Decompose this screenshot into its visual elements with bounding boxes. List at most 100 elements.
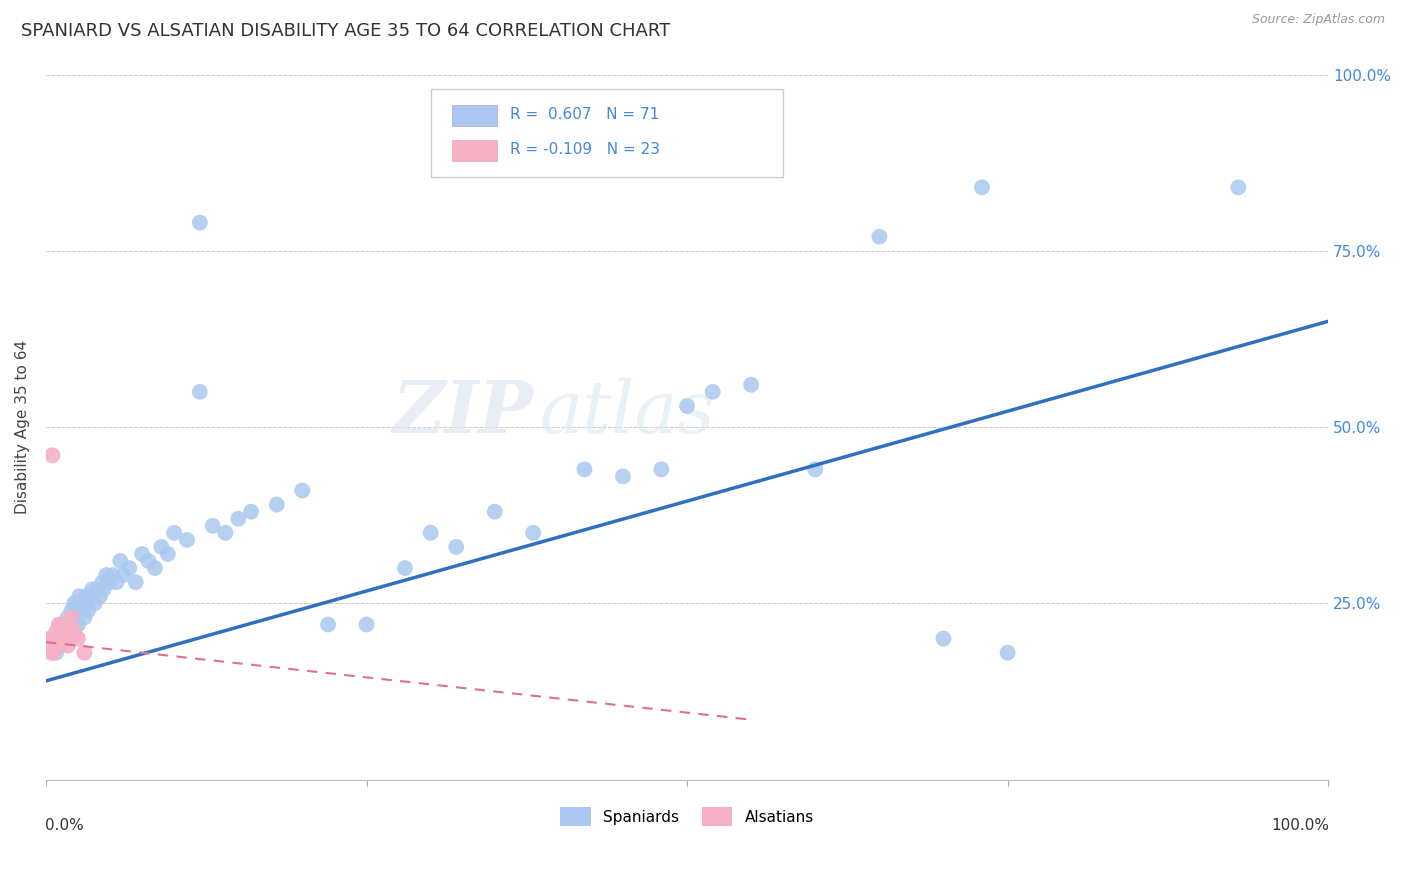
Point (316, 617, 339, 632)
Point (46, 639, 69, 653)
Point (73, 646, 96, 660)
Point (93, 582, 115, 597)
Point (82, 582, 104, 597)
Point (522, 525, 544, 540)
Point (574, 462, 596, 476)
Point (55, 632, 77, 646)
Point (240, 505, 263, 519)
Point (702, 384, 724, 399)
Point (394, 561, 416, 575)
Point (650, 462, 672, 476)
Point (53, 624, 76, 639)
Point (419, 525, 441, 540)
Point (96, 568, 118, 582)
Point (201, 518, 224, 533)
Point (266, 498, 288, 512)
Point (98, 575, 121, 590)
Point (48, 639, 70, 653)
Point (51, 617, 73, 632)
Point (58, 632, 80, 646)
Point (67, 589, 90, 603)
Point (45, 646, 67, 660)
Point (446, 540, 468, 554)
Point (63, 596, 86, 610)
Point (118, 561, 141, 575)
Text: Source: ZipAtlas.com: Source: ZipAtlas.com (1251, 13, 1385, 27)
FancyBboxPatch shape (453, 140, 498, 161)
Point (77, 603, 100, 617)
Point (91, 575, 114, 590)
FancyBboxPatch shape (453, 105, 498, 126)
Point (612, 469, 634, 483)
Text: R = -0.109   N = 23: R = -0.109 N = 23 (510, 142, 659, 157)
Point (1227, 180, 1250, 194)
Point (49, 632, 72, 646)
Point (188, 384, 211, 399)
Point (62, 624, 84, 639)
Point (65, 610, 87, 624)
Point (150, 540, 173, 554)
Point (39, 646, 62, 660)
Point (105, 575, 128, 590)
Point (38, 632, 60, 646)
Point (53, 624, 76, 639)
Point (69, 596, 91, 610)
Point (356, 617, 378, 632)
Point (125, 575, 148, 590)
Point (41, 448, 63, 462)
Point (76, 596, 98, 610)
Point (56, 639, 79, 653)
Point (66, 617, 89, 632)
Point (214, 525, 236, 540)
Point (143, 561, 166, 575)
Point (804, 462, 827, 476)
Text: 100.0%: 100.0% (1271, 818, 1330, 833)
FancyBboxPatch shape (430, 88, 783, 177)
Point (60, 603, 83, 617)
Point (932, 632, 955, 646)
Point (86, 582, 108, 597)
Text: ZIP: ZIP (392, 377, 533, 449)
Point (48, 617, 70, 632)
Point (89, 589, 111, 603)
Text: R =  0.607   N = 71: R = 0.607 N = 71 (510, 106, 659, 121)
Point (41, 632, 63, 646)
Point (111, 568, 134, 582)
Point (156, 547, 179, 561)
Point (138, 554, 160, 568)
Point (226, 512, 249, 526)
Point (80, 589, 103, 603)
Point (75, 589, 97, 603)
Point (66, 632, 89, 646)
Point (83, 596, 105, 610)
Point (45, 624, 67, 639)
Point (868, 229, 890, 244)
Point (188, 216, 211, 230)
Point (51, 624, 73, 639)
Point (997, 646, 1019, 660)
Point (970, 180, 993, 194)
Point (131, 547, 153, 561)
Point (101, 568, 124, 582)
Point (59, 617, 82, 632)
Text: atlas: atlas (540, 377, 716, 449)
Point (44, 632, 66, 646)
Point (52, 632, 75, 646)
Point (52, 632, 75, 646)
Point (52, 617, 75, 632)
Y-axis label: Disability Age 35 to 64: Disability Age 35 to 64 (15, 340, 30, 514)
Point (55, 617, 77, 632)
Point (676, 399, 699, 413)
Point (291, 483, 314, 498)
Point (60, 610, 83, 624)
Text: 0.0%: 0.0% (45, 818, 83, 833)
Point (56, 610, 79, 624)
Point (42, 646, 65, 660)
Point (70, 603, 93, 617)
Point (484, 505, 506, 519)
Point (110, 554, 132, 568)
Point (740, 377, 762, 392)
Legend: Spaniards, Alsatians: Spaniards, Alsatians (554, 801, 820, 832)
Point (163, 525, 186, 540)
Point (176, 533, 198, 547)
